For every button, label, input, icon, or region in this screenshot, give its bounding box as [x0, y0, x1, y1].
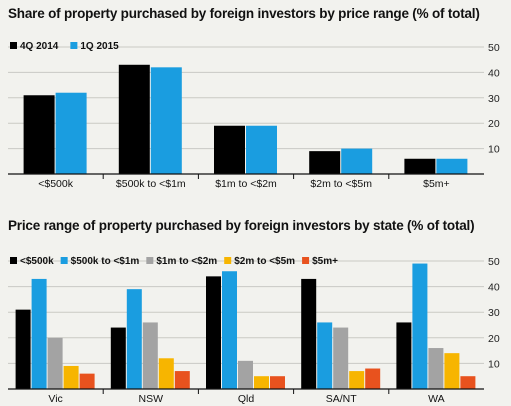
legend-swatch [60, 257, 68, 264]
bar [214, 125, 245, 174]
y-tick-label: 50 [488, 42, 500, 54]
x-tick-label: Vic [48, 393, 62, 405]
legend-swatch [10, 42, 17, 49]
x-tick-label: <$500k [38, 178, 73, 190]
bar [158, 358, 174, 389]
x-tick-label: $1m to <$2m [215, 178, 277, 190]
legend-label: $2m to <$5m [234, 256, 295, 267]
bar [110, 327, 126, 389]
x-tick-label: $2m to <$5m [310, 178, 372, 190]
bar [47, 337, 63, 389]
legend-swatch [302, 257, 310, 264]
state-chart-plot: 10 20 30 40 50 <$500k $500k to <$1m $1m to <$2m… [8, 256, 500, 405]
y-tick-label: 10 [488, 358, 500, 370]
bar [349, 371, 365, 389]
price-range-chart-plot: 10 20 30 40 50 4Q 2014 1Q 2015 <$500k $500k to <… [8, 41, 500, 190]
y-tick-label: 40 [488, 282, 500, 294]
legend-label: $5m+ [312, 256, 338, 267]
bar [238, 360, 253, 389]
legend-label: 4Q 2014 [20, 41, 59, 52]
bar [341, 148, 373, 174]
price-range-chart: Share of property purchased by foreign i… [0, 0, 511, 200]
legend-swatch [10, 257, 17, 264]
bar [460, 376, 476, 389]
legend-swatch [146, 257, 154, 264]
bar [150, 67, 182, 174]
bar [15, 309, 31, 389]
bar [317, 322, 333, 389]
bar [79, 373, 95, 389]
bar [174, 371, 190, 389]
state-chart: Price range of property purchased by for… [0, 200, 511, 406]
x-tick-label: Qld [238, 393, 255, 405]
bar [444, 353, 460, 389]
bar [436, 158, 468, 174]
x-tick-label: WA [428, 393, 445, 405]
x-tick-label: $5m+ [423, 178, 450, 190]
bar [246, 125, 277, 174]
x-tick-label: $500k to <$1m [116, 178, 186, 190]
bar [23, 95, 55, 174]
legend-swatch [70, 42, 78, 49]
bar [206, 276, 221, 389]
chart-title: Price range of property purchased by for… [8, 218, 475, 233]
y-tick-label: 30 [488, 307, 500, 319]
bar [270, 376, 285, 389]
bar [404, 158, 436, 174]
bar [118, 64, 150, 174]
chart-title: Share of property purchased by foreign i… [8, 6, 480, 21]
bar [222, 271, 237, 389]
bar [412, 263, 428, 389]
bar [55, 92, 87, 174]
bar [126, 289, 142, 389]
bar [396, 322, 412, 389]
bar [254, 376, 269, 389]
legend-label: 1Q 2015 [80, 41, 119, 52]
y-tick-label: 30 [488, 93, 500, 105]
bar [333, 327, 349, 389]
legend-label: $500k to <$1m [71, 256, 140, 267]
y-tick-label: 20 [488, 118, 500, 130]
y-tick-label: 10 [488, 144, 500, 156]
legend-swatch [224, 257, 232, 264]
y-tick-label: 40 [488, 67, 500, 79]
x-tick-label: SA/NT [326, 393, 358, 405]
bar [428, 348, 444, 389]
x-tick-label: NSW [139, 393, 164, 405]
bar [31, 278, 47, 389]
bar [63, 365, 79, 389]
y-tick-label: 50 [488, 256, 500, 268]
bar [365, 368, 381, 389]
legend-label: $1m to <$2m [156, 256, 217, 267]
bar [142, 322, 158, 389]
bar [301, 278, 317, 389]
legend-label: <$500k [20, 256, 54, 267]
y-tick-label: 20 [488, 333, 500, 345]
bar [309, 151, 341, 174]
